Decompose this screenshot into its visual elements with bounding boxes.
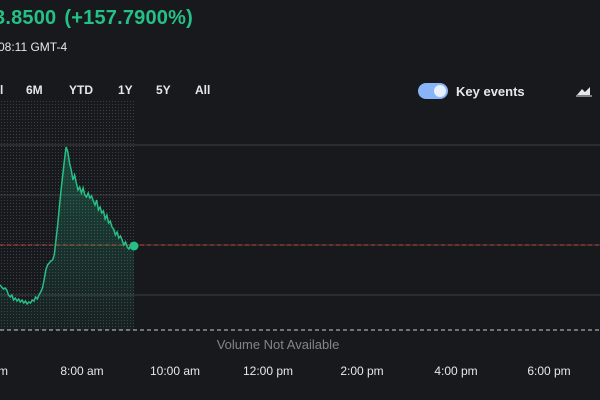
x-axis-label: 6:00 pm	[527, 364, 571, 378]
price-change-percent: (+157.7900%)	[64, 7, 193, 29]
price-chart	[0, 100, 600, 331]
key-events-label: Key events	[456, 83, 525, 99]
price-area	[0, 147, 134, 330]
current-price-dot	[129, 241, 139, 251]
toggle-switch[interactable]	[418, 83, 448, 99]
tab-range-1m[interactable]: l	[0, 83, 4, 97]
x-axis-label: 4:00 pm	[434, 364, 478, 378]
price-line	[0, 146, 135, 306]
toggle-knob	[434, 85, 446, 97]
tab-range-all[interactable]: All	[195, 83, 211, 97]
volume-not-available-text: Volume Not Available	[216, 337, 340, 352]
tab-range-1y[interactable]: 1Y	[118, 83, 133, 97]
tab-range-ytd[interactable]: YTD	[69, 83, 93, 97]
key-events-toggle[interactable]: Key events	[418, 82, 525, 100]
current-price: 3.8500	[0, 7, 57, 29]
quote-timestamp: 08:11 GMT-4	[0, 40, 68, 54]
x-axis-label: 12:00 pm	[242, 364, 294, 378]
tab-range-6m[interactable]: 6M	[26, 83, 43, 97]
x-axis-label: 10:00 am	[149, 364, 201, 378]
area-chart-icon[interactable]	[575, 84, 593, 98]
x-axis-label: m	[0, 364, 8, 378]
x-axis-label: 2:00 pm	[340, 364, 384, 378]
x-axis-label: 8:00 am	[60, 364, 104, 378]
tab-range-5y[interactable]: 5Y	[156, 83, 171, 97]
price-header: 3.8500 (+157.7900%)	[0, 7, 201, 30]
